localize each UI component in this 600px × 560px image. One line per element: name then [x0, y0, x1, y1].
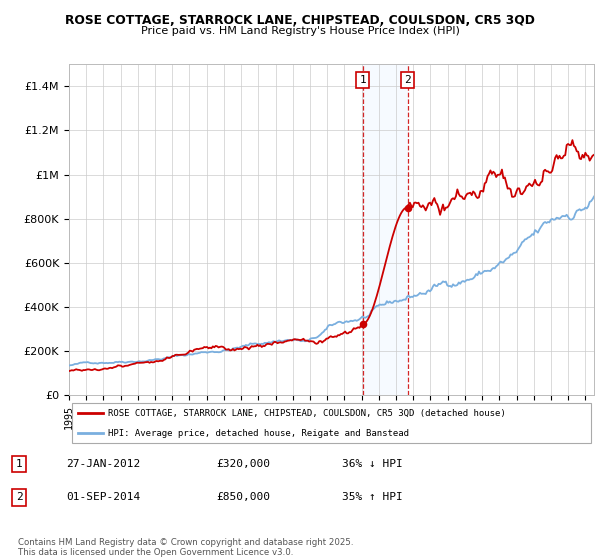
- Text: 1: 1: [16, 459, 23, 469]
- Text: ROSE COTTAGE, STARROCK LANE, CHIPSTEAD, COULSDON, CR5 3QD (detached house): ROSE COTTAGE, STARROCK LANE, CHIPSTEAD, …: [109, 409, 506, 418]
- Text: 01-SEP-2014: 01-SEP-2014: [66, 492, 140, 502]
- Text: 2: 2: [404, 75, 411, 85]
- Text: 2: 2: [16, 492, 23, 502]
- Text: 35% ↑ HPI: 35% ↑ HPI: [342, 492, 403, 502]
- Text: 1: 1: [359, 75, 366, 85]
- Text: 36% ↓ HPI: 36% ↓ HPI: [342, 459, 403, 469]
- Text: Contains HM Land Registry data © Crown copyright and database right 2025.
This d: Contains HM Land Registry data © Crown c…: [18, 538, 353, 557]
- Bar: [363, 64, 407, 395]
- Text: Price paid vs. HM Land Registry's House Price Index (HPI): Price paid vs. HM Land Registry's House …: [140, 26, 460, 36]
- Text: 27-JAN-2012: 27-JAN-2012: [66, 459, 140, 469]
- Text: £320,000: £320,000: [216, 459, 270, 469]
- Text: HPI: Average price, detached house, Reigate and Banstead: HPI: Average price, detached house, Reig…: [109, 429, 409, 438]
- FancyBboxPatch shape: [71, 403, 592, 444]
- Text: ROSE COTTAGE, STARROCK LANE, CHIPSTEAD, COULSDON, CR5 3QD: ROSE COTTAGE, STARROCK LANE, CHIPSTEAD, …: [65, 14, 535, 27]
- Text: £850,000: £850,000: [216, 492, 270, 502]
